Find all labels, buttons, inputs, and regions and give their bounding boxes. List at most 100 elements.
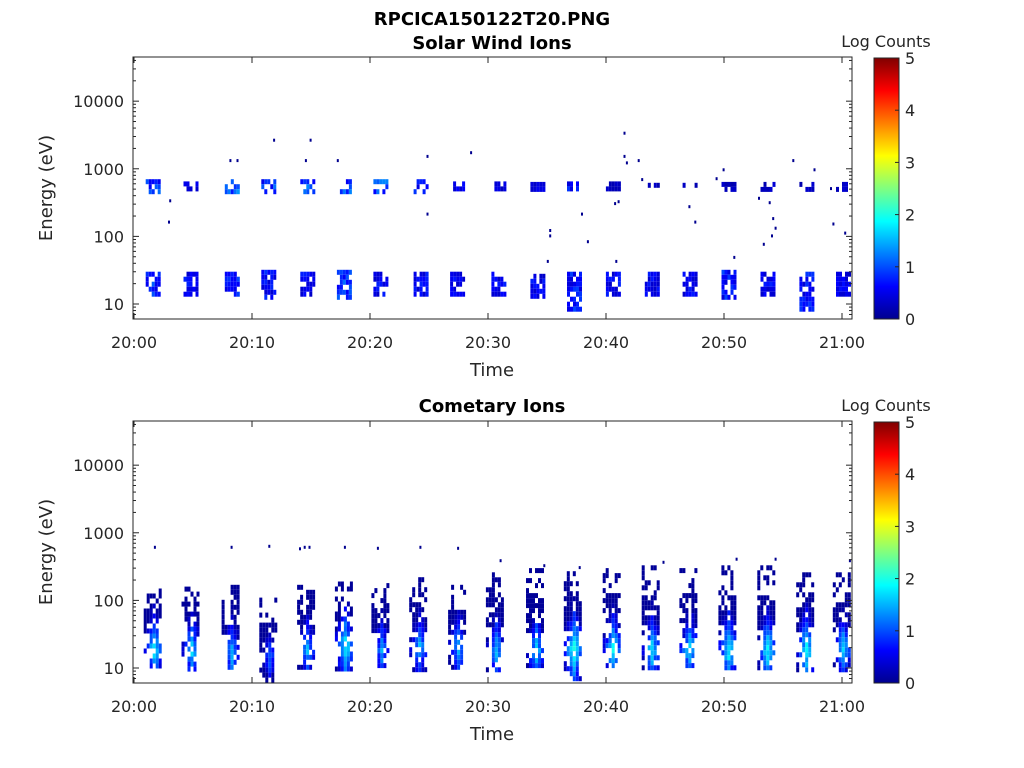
heatmap-cell bbox=[416, 179, 420, 185]
heatmap-cell bbox=[575, 606, 579, 612]
heatmap-cell bbox=[763, 575, 767, 581]
heatmap-cell bbox=[799, 276, 803, 282]
heatmap-cell bbox=[230, 659, 234, 665]
heatmap-cell bbox=[733, 284, 737, 290]
heatmap-cell bbox=[539, 278, 543, 284]
heatmap-cell bbox=[718, 615, 722, 621]
heatmap-cell bbox=[306, 594, 310, 600]
x-tick-label: 21:00 bbox=[819, 697, 865, 716]
heatmap-cell bbox=[268, 672, 272, 678]
heatmap-cell bbox=[802, 647, 806, 653]
heatmap-cell bbox=[271, 677, 275, 683]
heatmap-cell bbox=[614, 186, 618, 192]
heatmap-cell bbox=[158, 588, 162, 594]
heatmap-cell bbox=[727, 635, 731, 641]
heatmap-cell bbox=[541, 568, 544, 574]
heatmap-cell bbox=[224, 624, 228, 630]
heatmap-cell bbox=[614, 286, 618, 292]
heatmap-cell bbox=[602, 578, 606, 584]
heatmap-cell bbox=[377, 648, 381, 654]
heatmap-cell bbox=[727, 294, 731, 300]
heatmap-cell bbox=[227, 654, 231, 660]
heatmap-cell bbox=[691, 276, 695, 282]
heatmap-cell bbox=[769, 565, 773, 571]
heatmap-cell bbox=[415, 642, 419, 648]
heatmap-cell bbox=[413, 281, 417, 287]
heatmap-cell bbox=[460, 629, 464, 635]
heatmap-cell bbox=[808, 301, 812, 307]
heatmap-point bbox=[625, 161, 628, 165]
heatmap-cell bbox=[844, 622, 848, 628]
heatmap-cell bbox=[379, 271, 383, 277]
heatmap-cell bbox=[617, 623, 621, 629]
heatmap-cell bbox=[656, 291, 660, 297]
heatmap-cell bbox=[236, 599, 240, 605]
heatmap-cell bbox=[769, 605, 773, 611]
heatmap-cell bbox=[563, 621, 567, 627]
heatmap-cell bbox=[152, 633, 156, 639]
heatmap-cell bbox=[811, 612, 815, 618]
heatmap-cell bbox=[541, 658, 544, 664]
heatmap-cell bbox=[541, 603, 544, 609]
heatmap-cell bbox=[763, 271, 767, 277]
heatmap-cell bbox=[575, 646, 579, 652]
heatmap-point bbox=[722, 168, 725, 172]
heatmap-cell bbox=[271, 637, 275, 643]
heatmap-cell bbox=[421, 642, 425, 648]
heatmap-cell bbox=[608, 281, 612, 287]
heatmap-cell bbox=[148, 286, 152, 292]
heatmap-cell bbox=[303, 654, 307, 660]
panel-cometary: Cometary Ions 20:00 20:10 20:20 20:30 20:40 2… bbox=[36, 396, 931, 745]
heatmap-cell bbox=[236, 589, 240, 595]
heatmap-cell bbox=[532, 653, 535, 659]
heatmap-cell bbox=[730, 570, 734, 576]
heatmap-cell bbox=[844, 592, 848, 598]
heatmap-cell bbox=[538, 613, 541, 619]
heatmap-cell bbox=[271, 662, 275, 668]
heatmap-cell bbox=[532, 608, 535, 614]
heatmap-cell bbox=[454, 619, 458, 625]
heatmap-cell bbox=[339, 279, 343, 285]
heatmap-cell bbox=[233, 624, 237, 630]
heatmap-cell bbox=[187, 616, 191, 622]
heatmap-cell bbox=[802, 637, 806, 643]
heatmap-cell bbox=[348, 179, 352, 185]
heatmap-cell bbox=[841, 607, 845, 613]
heatmap-cell bbox=[847, 617, 851, 623]
heatmap-cell bbox=[425, 184, 429, 190]
heatmap-cell bbox=[838, 582, 842, 588]
heatmap-cell bbox=[268, 622, 272, 628]
heatmap-cell bbox=[236, 594, 240, 600]
heatmap-cell bbox=[380, 653, 384, 659]
heatmap-cell bbox=[233, 629, 237, 635]
heatmap-cell bbox=[155, 628, 159, 634]
heatmap-cell bbox=[578, 606, 582, 612]
heatmap-cell bbox=[337, 626, 341, 632]
heatmap-cell bbox=[491, 637, 495, 643]
heatmap-cell bbox=[569, 656, 573, 662]
heatmap-cell bbox=[491, 657, 495, 663]
heatmap-cell bbox=[611, 653, 615, 659]
x-tick-label: 20:30 bbox=[465, 333, 511, 352]
heatmap-cell bbox=[383, 608, 387, 614]
heatmap-cell bbox=[346, 631, 350, 637]
heatmap-cell bbox=[143, 648, 147, 654]
heatmap-cell bbox=[772, 271, 776, 277]
heatmap-cell bbox=[186, 286, 190, 292]
heatmap-cell bbox=[526, 578, 529, 584]
heatmap-cell bbox=[413, 276, 417, 282]
heatmap-cell bbox=[730, 665, 734, 671]
heatmap-cell bbox=[236, 609, 240, 615]
heatmap-cell bbox=[236, 629, 240, 635]
heatmap-cell bbox=[611, 618, 615, 624]
colorbar-tick-label: 3 bbox=[905, 517, 915, 536]
heatmap-cell bbox=[340, 636, 344, 642]
heatmap-cell bbox=[691, 281, 695, 287]
heatmap-cell bbox=[343, 651, 347, 657]
heatmap-cell bbox=[149, 643, 153, 649]
heatmap-cell bbox=[611, 593, 615, 599]
heatmap-cell bbox=[805, 276, 809, 282]
heatmap-cell bbox=[376, 281, 380, 287]
heatmap-cell bbox=[526, 618, 529, 624]
